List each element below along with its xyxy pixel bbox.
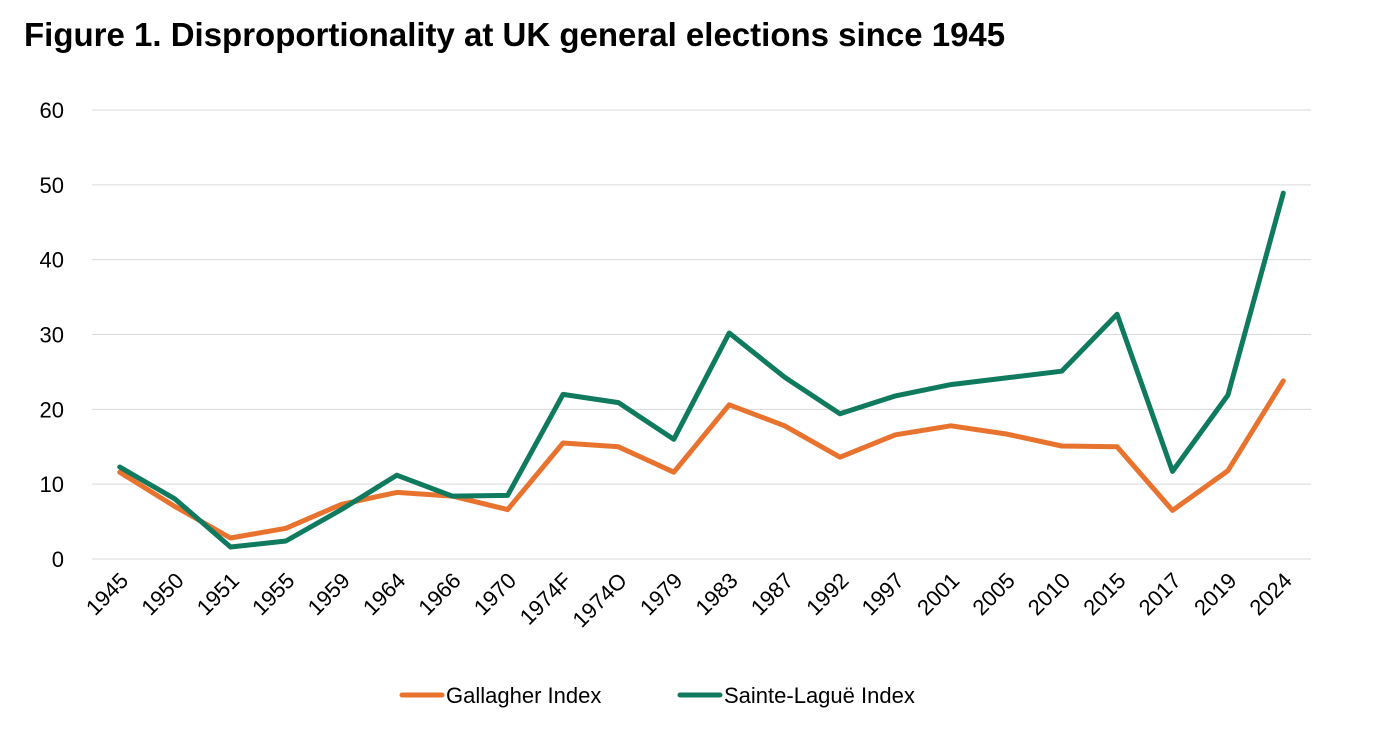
x-tick-label: 1955 [247,568,299,620]
x-tick-label: 1964 [358,568,410,620]
y-tick-label: 50 [40,173,64,198]
y-tick-label: 60 [40,98,64,123]
y-tick-label: 0 [52,547,64,572]
x-tick-label: 1950 [136,568,188,620]
x-tick-label: 1992 [801,568,853,620]
legend: Gallagher Index Sainte-Laguë Index [399,683,915,708]
x-tick-label: 2017 [1134,568,1186,620]
x-tick-label: 1997 [857,568,909,620]
legend-label-0: Gallagher Index [446,683,601,708]
gridlines [92,109,1311,560]
y-axis-tick-labels: 0 10 20 30 40 50 60 [40,98,64,572]
x-tick-label: 2005 [967,568,1019,620]
y-tick-label: 20 [40,397,64,422]
x-tick-label: 1945 [81,568,133,620]
x-tick-label: 1966 [413,568,465,620]
x-tick-label: 1983 [690,568,742,620]
x-tick-label: 2001 [912,568,964,620]
x-tick-label: 1974O [568,568,632,632]
series-lines [117,190,1286,550]
legend-label-1: Sainte-Laguë Index [724,683,915,708]
x-axis-tick-labels: 1945 1950 1951 1955 1959 1964 1966 19701974F197… [81,568,1297,632]
x-tick-label: 2019 [1189,568,1241,620]
x-tick-label: 1974F [515,568,577,630]
y-tick-label: 30 [40,323,64,348]
x-tick-label: 1970 [469,568,521,620]
x-tick-label: 1959 [303,568,355,620]
y-tick-label: 10 [40,472,64,497]
x-tick-label: 1987 [746,568,798,620]
x-tick-label: 1979 [635,568,687,620]
chart-title: Figure 1. Disproportionality at UK gener… [24,16,1006,53]
x-tick-label: 2015 [1078,568,1130,620]
x-tick-label: 2010 [1023,568,1075,620]
series-line-0 [117,378,1286,541]
series-line-1 [117,190,1286,550]
y-tick-label: 40 [40,248,64,273]
x-tick-label: 1951 [192,568,244,620]
x-tick-label: 2024 [1245,568,1297,620]
